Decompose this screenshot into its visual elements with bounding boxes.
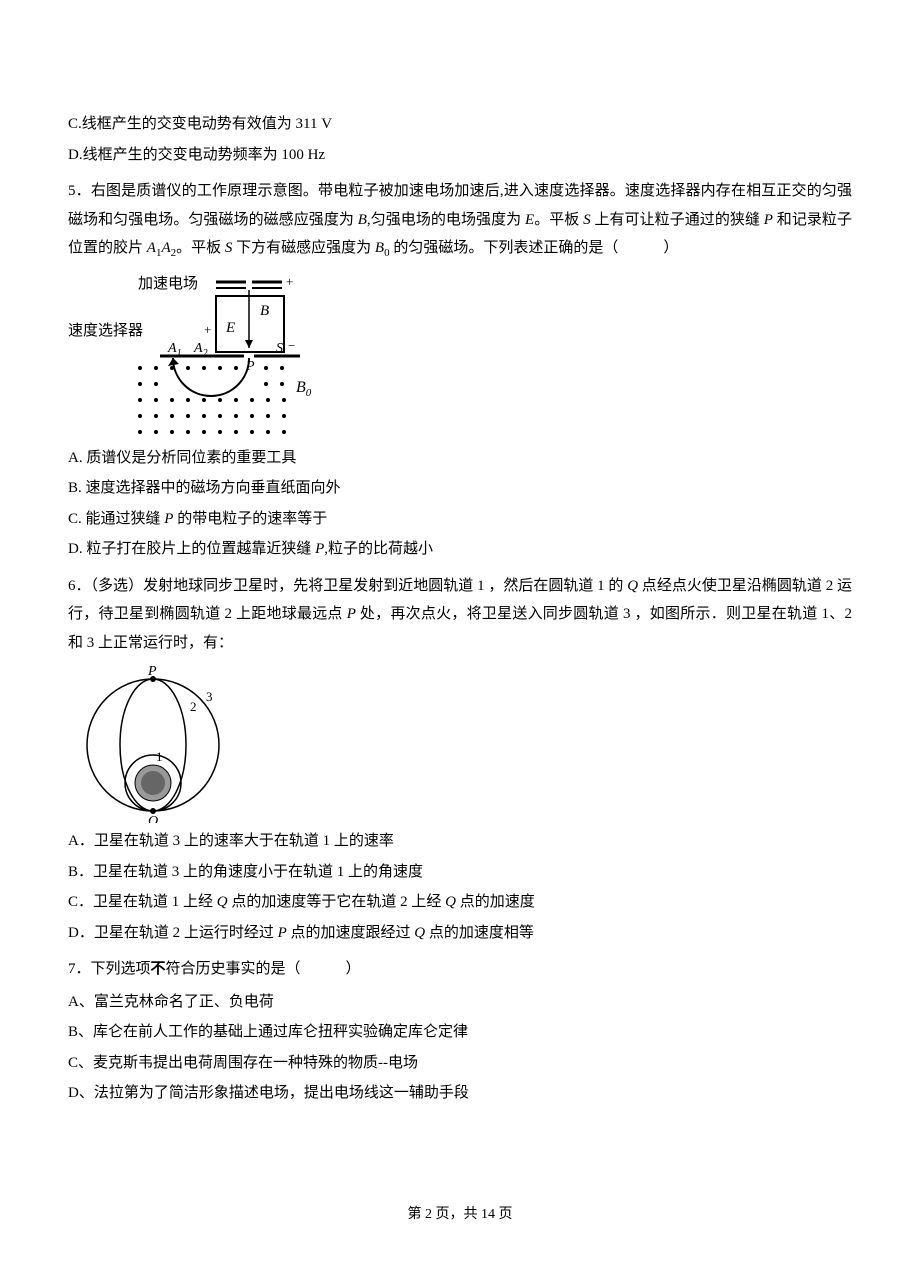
q5-option-c: C. 能通过狭缝 P 的带电粒子的速率等于 <box>68 505 852 534</box>
q6-figure: P Q 1 2 3 <box>68 663 852 823</box>
fig-accel-label: 加速电场 <box>138 275 198 292</box>
svg-text:S: S <box>276 341 283 356</box>
q6-option-c: C．卫星在轨道 1 上经 Q 点的加速度等于它在轨道 2 上经 Q 点的加速度 <box>68 888 852 917</box>
prev-option-d: D.线框产生的交变电动势频率为 100 Hz <box>68 141 852 170</box>
q7-number: 7． <box>68 961 91 977</box>
svg-text:−: − <box>288 338 295 353</box>
fig-selector-label: 速度选择器 <box>68 322 143 339</box>
q6-number: 6． <box>68 578 91 594</box>
q7-option-c: C、麦克斯韦提出电荷周围存在一种特殊的物质--电场 <box>68 1049 852 1078</box>
svg-text:E: E <box>225 320 235 336</box>
svg-text:P: P <box>147 664 157 679</box>
svg-text:B: B <box>260 303 269 319</box>
q5-stem: 5．右图是质谱仪的工作原理示意图。带电粒子被加速电场加速后,进入速度选择器。速度… <box>68 177 852 264</box>
svg-text:+: + <box>286 274 293 289</box>
q7-option-a: A、富兰克林命名了正、负电荷 <box>68 988 852 1017</box>
svg-text:1: 1 <box>156 749 163 764</box>
prev-option-c: C.线框产生的交变电动势有效值为 311 V <box>68 110 852 139</box>
q7-option-b: B、库仑在前人工作的基础上通过库仑扭秤实验确定库仑定律 <box>68 1018 852 1047</box>
q5-option-d: D. 粒子打在胶片上的位置越靠近狭缝 P,粒子的比荷越小 <box>68 535 852 564</box>
q7-stem: 7．下列选项不符合历史事实的是（ ） <box>68 955 852 984</box>
q5-option-a: A. 质谱仪是分析同位素的重要工具 <box>68 444 852 473</box>
svg-text:B0: B0 <box>296 379 312 399</box>
q6-stem: 6．（多选）发射地球同步卫星时，先将卫星发射到近地圆轨道 1 ，然后在圆轨道 1… <box>68 572 852 658</box>
q5-figure: 加速电场 速度选择器 + E B + − A1 A2 P S <box>68 270 852 440</box>
q6-option-b: B．卫星在轨道 3 上的角速度小于在轨道 1 上的角速度 <box>68 858 852 887</box>
svg-text:+: + <box>204 322 211 337</box>
page-footer: 第 2 页，共 14 页 <box>0 1202 920 1229</box>
q5-number: 5． <box>68 183 91 199</box>
q7-option-d: D、法拉第为了简洁形象描述电场，提出电场线这一辅助手段 <box>68 1079 852 1108</box>
svg-text:3: 3 <box>206 689 213 704</box>
q5-option-b: B. 速度选择器中的磁场方向垂直纸面向外 <box>68 474 852 503</box>
svg-text:2: 2 <box>190 699 197 714</box>
q6-option-d: D．卫星在轨道 2 上运行时经过 P 点的加速度跟经过 Q 点的加速度相等 <box>68 919 852 948</box>
svg-text:Q: Q <box>148 814 158 823</box>
q6-option-a: A．卫星在轨道 3 上的速率大于在轨道 1 上的速率 <box>68 827 852 856</box>
